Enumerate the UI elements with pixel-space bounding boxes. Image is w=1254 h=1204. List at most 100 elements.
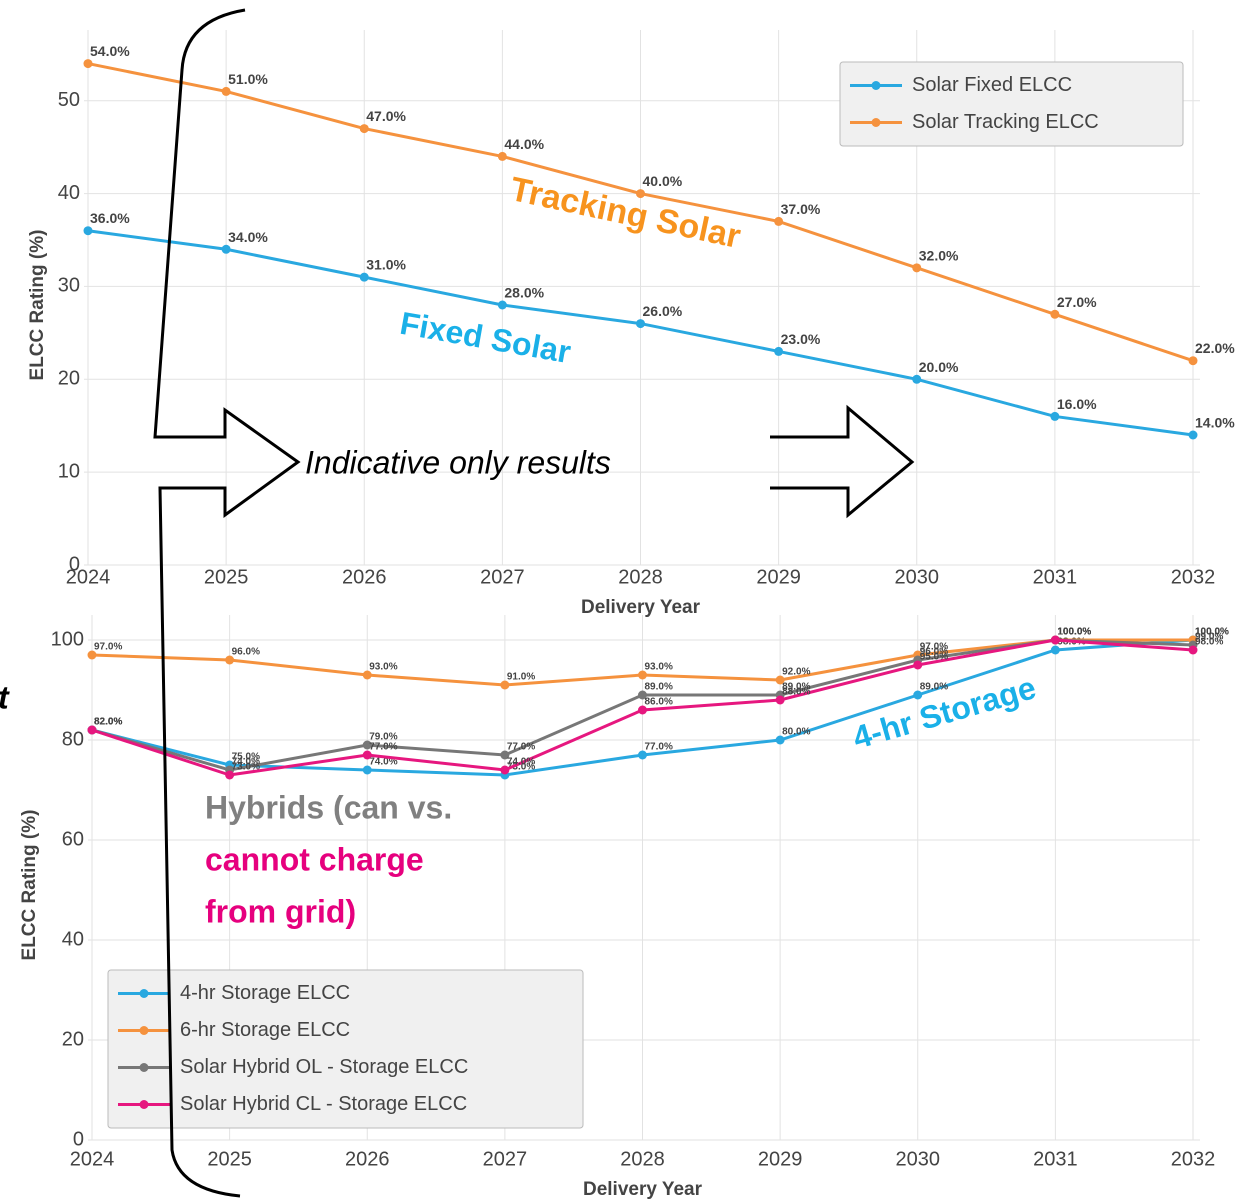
x-tick-label: 2028 (620, 1148, 665, 1170)
value-label: 96.0% (232, 647, 260, 658)
legend-label: 6-hr Storage ELCC (180, 1019, 350, 1041)
legend-label: Solar Fixed ELCC (912, 74, 1072, 96)
y-axis-label: ELCC Rating (%) (27, 230, 48, 381)
x-axis-label: Delivery Year (581, 597, 701, 618)
x-tick-label: 2026 (345, 1148, 390, 1170)
annotation: Indicative only results (305, 444, 611, 480)
value-label: 74.0% (507, 757, 535, 768)
data-point (636, 319, 645, 328)
value-label: 32.0% (919, 247, 959, 263)
x-tick-label: 2027 (483, 1148, 528, 1170)
value-label: 93.0% (645, 662, 673, 673)
value-label: 93.0% (369, 662, 397, 673)
value-label: 91.0% (507, 672, 535, 683)
value-label: 31.0% (366, 257, 406, 273)
x-tick-label: 2032 (1171, 1148, 1216, 1170)
value-label: 73.0% (232, 762, 260, 773)
chart: 0102030405020242025202620272028202920302… (0, 0, 1254, 1204)
arrow-right (770, 408, 912, 515)
x-tick-label: 2025 (207, 1148, 252, 1170)
annotation: Hybrids (can vs. (205, 789, 452, 825)
legend-label: Solar Tracking ELCC (912, 111, 1099, 133)
x-tick-label: 2032 (1171, 566, 1216, 588)
y-tick-label: 20 (58, 368, 80, 390)
value-label: 40.0% (643, 173, 683, 189)
value-label: 34.0% (228, 229, 268, 245)
value-label: 47.0% (366, 108, 406, 124)
data-point (498, 301, 507, 310)
y-tick-label: 10 (58, 460, 80, 482)
value-label: 27.0% (1057, 294, 1097, 310)
x-tick-label: 2027 (480, 566, 525, 588)
value-label: 26.0% (643, 303, 683, 319)
data-point (1050, 310, 1059, 319)
x-tick-label: 2024 (66, 566, 111, 588)
y-tick-label: 30 (58, 275, 80, 297)
value-label: 100.0% (1057, 627, 1091, 638)
data-point (498, 152, 507, 161)
value-label: 98.0% (1195, 637, 1223, 648)
x-tick-label: 2031 (1033, 1148, 1078, 1170)
data-point (1050, 412, 1059, 421)
data-point (912, 375, 921, 384)
y-tick-label: 20 (62, 1028, 84, 1050)
x-axis-label: Delivery Year (583, 1179, 703, 1200)
legend-marker (872, 118, 881, 127)
data-point (84, 59, 93, 68)
data-point (84, 226, 93, 235)
x-tick-label: 2029 (756, 566, 801, 588)
x-tick-label: 2029 (758, 1148, 803, 1170)
x-tick-label: 2030 (896, 1148, 941, 1170)
x-tick-label: 2026 (342, 566, 387, 588)
data-point (222, 245, 231, 254)
x-tick-label: 2028 (618, 566, 663, 588)
y-tick-label: 40 (62, 928, 84, 950)
data-point (222, 87, 231, 96)
value-label: 14.0% (1195, 415, 1235, 431)
value-label: 88.0% (782, 687, 810, 698)
value-label: 23.0% (781, 331, 821, 347)
data-point (912, 263, 921, 272)
value-label: 22.0% (1195, 340, 1235, 356)
value-label: 82.0% (94, 717, 122, 728)
legend-marker (140, 1100, 149, 1109)
legend-marker (140, 1063, 149, 1072)
data-point (360, 124, 369, 133)
y-tick-label: 0 (73, 1128, 84, 1150)
annotation: from grid) (205, 893, 356, 929)
annotation: t (0, 679, 10, 715)
y-tick-label: 80 (62, 728, 84, 750)
value-label: 77.0% (645, 742, 673, 753)
data-point (1189, 431, 1198, 440)
data-point (360, 273, 369, 282)
x-tick-label: 2024 (70, 1148, 115, 1170)
value-label: 20.0% (919, 359, 959, 375)
x-tick-label: 2030 (895, 566, 940, 588)
value-label: 97.0% (94, 642, 122, 653)
annotation: cannot charge (205, 841, 424, 877)
legend-marker (140, 1026, 149, 1035)
legend-marker (140, 989, 149, 998)
data-point (774, 217, 783, 226)
value-label: 89.0% (920, 682, 948, 693)
data-point (774, 347, 783, 356)
y-tick-label: 40 (58, 182, 80, 204)
legend-label: 4-hr Storage ELCC (180, 982, 350, 1004)
annotation: Fixed Solar (397, 305, 573, 370)
x-tick-label: 2025 (204, 566, 249, 588)
value-label: 80.0% (782, 727, 810, 738)
y-tick-label: 50 (58, 89, 80, 111)
value-label: 89.0% (645, 682, 673, 693)
legend-marker (872, 81, 881, 90)
value-label: 37.0% (781, 201, 821, 217)
y-tick-label: 100 (51, 628, 84, 650)
page: 0102030405020242025202620272028202920302… (0, 0, 1254, 1204)
y-tick-label: 60 (62, 828, 84, 850)
value-label: 51.0% (228, 71, 268, 87)
value-label: 95.0% (920, 652, 948, 663)
annotation: Tracking Solar (507, 170, 744, 256)
value-label: 92.0% (782, 667, 810, 678)
value-label: 77.0% (507, 742, 535, 753)
value-label: 54.0% (90, 43, 130, 59)
value-label: 77.0% (369, 742, 397, 753)
